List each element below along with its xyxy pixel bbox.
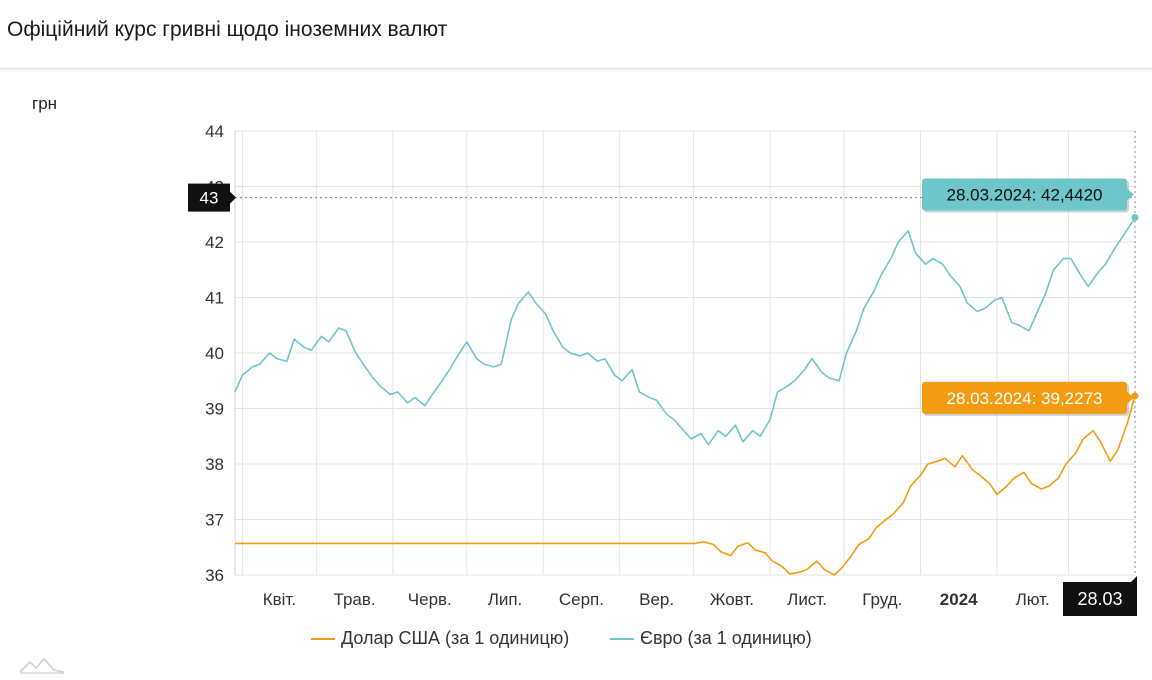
endpoint-marker-eur (1131, 213, 1139, 221)
y-axis: 363738394041424344 (205, 122, 224, 585)
crosshair-y-badge-pointer (230, 191, 236, 204)
crosshair-y-badge (188, 183, 230, 212)
legend-swatch-eur (610, 637, 634, 640)
x-tick-label: Трав. (334, 590, 376, 609)
y-tick-label: 36 (205, 566, 224, 585)
x-tick-label: Вер. (639, 590, 674, 609)
x-tick-label: 2024 (940, 590, 978, 609)
page-title: Офіційний курс гривні щодо іноземних вал… (7, 18, 448, 41)
tooltip-pointer-usd (1127, 391, 1134, 404)
legend-label-eur: Євро (за 1 одиницю) (640, 628, 812, 648)
x-tick-label: Лист. (787, 590, 827, 609)
y-tick-label: 38 (205, 455, 224, 474)
crosshair-x-label: 28.03 (1077, 589, 1122, 609)
header-bar: Офіційний курс гривні щодо іноземних вал… (0, 0, 1152, 69)
y-tick-label: 40 (205, 344, 224, 363)
series-lines (234, 217, 1136, 576)
y-tick-label: 37 (205, 511, 224, 530)
tooltip-label-eur: 28.03.2024: 42,4420 (947, 185, 1103, 204)
y-tick-label: 39 (205, 400, 224, 419)
x-axis: Квіт. Трав. Черв. Лип. Серп. Вер. Жовт. Лист. Гр… (263, 590, 1050, 609)
mountain-logo-icon (19, 657, 65, 674)
y-tick-label: 41 (205, 289, 224, 308)
x-tick-label: Черв. (408, 590, 452, 609)
y-axis-unit-label: грн (32, 94, 58, 113)
series-line-eur (234, 217, 1136, 446)
y-tick-label: 42 (205, 233, 224, 252)
x-tick-label: Груд. (862, 590, 902, 609)
legend-label-usd: Долар США (за 1 одиницю) (341, 628, 570, 648)
x-tick-label: Лип. (488, 590, 523, 609)
crosshair-x-badge (1063, 576, 1137, 616)
series-line-usd (235, 395, 1136, 576)
crosshair-y-label: 43 (200, 189, 219, 208)
tooltip-label-usd: 28.03.2024: 39,2273 (947, 389, 1103, 408)
tooltip-pointer-eur (1127, 188, 1134, 201)
x-tick-label: Квіт. (263, 590, 296, 609)
legend: Долар США (за 1 одиницю) Євро (за 1 один… (0, 628, 1152, 654)
legend-swatch-usd (311, 637, 335, 640)
x-tick-label: Серп. (559, 590, 604, 609)
exchange-rate-chart[interactable]: 36 37 38 39 40 41 42 43 44 Квіт. Трав. Черв. Лип. Се… (0, 0, 1152, 626)
tooltips: 28.03.2024: 42,4420 28.03.2024: 39,2273 (922, 178, 1139, 416)
x-tick-label: Лют. (1016, 590, 1050, 609)
legend-item-usd[interactable]: Долар США (за 1 одиницю) (311, 628, 569, 649)
legend-item-eur[interactable]: Євро (за 1 одиницю) (610, 628, 812, 649)
y-tick-label: 44 (205, 122, 224, 141)
x-tick-label: Жовт. (710, 590, 754, 609)
tooltip-box-usd (922, 381, 1127, 414)
grid (234, 130, 1135, 576)
tooltip-box-eur (922, 178, 1127, 211)
